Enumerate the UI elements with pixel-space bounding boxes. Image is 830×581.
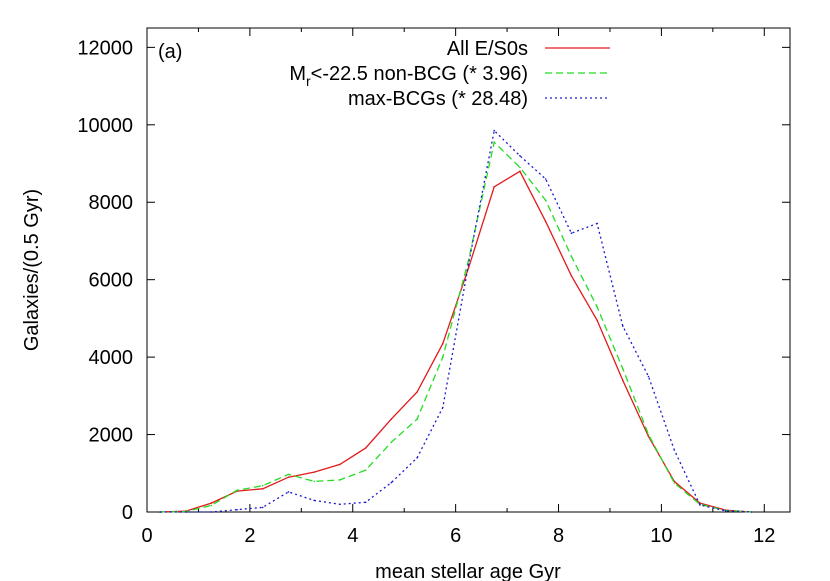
x-tick-label: 4 bbox=[347, 525, 358, 547]
series-lines bbox=[159, 129, 753, 513]
series-0-point bbox=[544, 220, 547, 223]
series-1-point bbox=[673, 482, 676, 484]
series-0-point bbox=[442, 342, 444, 345]
legend-main-text: max-BCGs (* 28.48) bbox=[348, 88, 528, 110]
y-tick-label: 4000 bbox=[89, 347, 134, 369]
series-2-point bbox=[493, 129, 496, 132]
series-2-point bbox=[390, 481, 393, 484]
series-2-point bbox=[184, 511, 187, 513]
series-line-2 bbox=[159, 129, 752, 513]
series-2-point bbox=[622, 325, 624, 327]
series-2-point bbox=[724, 510, 727, 512]
series-1-point bbox=[313, 480, 316, 483]
series-0-point bbox=[390, 418, 393, 420]
series-1-point bbox=[647, 433, 650, 436]
series-0-point bbox=[339, 463, 341, 466]
series-line-1 bbox=[159, 140, 752, 513]
series-0-point bbox=[261, 488, 264, 490]
series-1-point bbox=[287, 473, 290, 476]
y-tick-label: 6000 bbox=[89, 270, 134, 292]
series-0-point bbox=[570, 275, 573, 277]
legend-subscript: r bbox=[306, 73, 311, 89]
x-tick-label: 0 bbox=[141, 525, 152, 547]
y-tick-label: 0 bbox=[122, 502, 133, 524]
panel-label: (a) bbox=[158, 41, 182, 63]
series-0-point bbox=[647, 435, 650, 438]
legend-entry-label: All E/S0s bbox=[447, 38, 528, 60]
series-2-point bbox=[210, 511, 213, 513]
x-tick-label: 6 bbox=[450, 525, 461, 547]
series-2-point bbox=[596, 222, 598, 225]
series-0-point bbox=[313, 471, 316, 473]
series-1-point bbox=[261, 484, 264, 487]
series-0-point bbox=[596, 319, 598, 322]
series-2-point bbox=[699, 504, 701, 506]
y-tick-label: 8000 bbox=[89, 192, 134, 214]
series-1-point bbox=[570, 255, 573, 258]
series-2-point bbox=[364, 501, 367, 504]
series-2-point bbox=[519, 155, 521, 157]
series-1-point bbox=[210, 504, 213, 507]
series-2-point bbox=[339, 503, 341, 506]
series-2-point bbox=[673, 449, 676, 451]
series-2-point bbox=[313, 499, 316, 502]
series-line-0 bbox=[159, 170, 752, 513]
plot-frame bbox=[146, 27, 791, 513]
series-1-point bbox=[442, 356, 444, 358]
series-0-point bbox=[210, 502, 213, 504]
series-2-point bbox=[647, 375, 650, 378]
y-tick-label: 12000 bbox=[77, 37, 133, 59]
series-0-point bbox=[519, 170, 521, 173]
legend-entry-label: Mr<-22.5 non-BCG (* 3.96) bbox=[289, 63, 528, 89]
series-2-point bbox=[442, 406, 444, 409]
series-0-point bbox=[622, 379, 624, 382]
axis-ticks: 0 2 4 6 8 10 12 0 2000 4000 6000 8000 10000 12000 bbox=[77, 28, 790, 547]
series-2-point bbox=[287, 491, 290, 493]
series-0-point bbox=[416, 391, 418, 393]
x-tick-label: 2 bbox=[244, 525, 255, 547]
series-1-point bbox=[339, 479, 341, 481]
series-0-point bbox=[467, 267, 470, 269]
series-0-point bbox=[364, 447, 367, 449]
series-1-point bbox=[544, 199, 547, 202]
legend-main-text: All E/S0s bbox=[447, 38, 528, 60]
series-1-point bbox=[519, 166, 521, 169]
y-tick-label: 10000 bbox=[77, 115, 133, 137]
series-2-point bbox=[159, 511, 161, 513]
series-1-point bbox=[390, 441, 393, 444]
legend-main-text: M bbox=[289, 63, 306, 85]
series-1-point bbox=[236, 489, 238, 492]
x-tick-label: 12 bbox=[753, 525, 775, 547]
series-0-point bbox=[287, 476, 290, 479]
series-2-point bbox=[236, 508, 238, 511]
series-2-point bbox=[570, 232, 573, 234]
series-2-point bbox=[261, 506, 264, 509]
x-tick-label: 10 bbox=[650, 525, 672, 547]
series-1-point bbox=[493, 141, 496, 143]
legend-entry-label: max-BCGs (* 28.48) bbox=[348, 88, 528, 110]
series-2-point bbox=[467, 263, 470, 266]
series-2-point bbox=[750, 511, 753, 513]
legend-suffix-text: <-22.5 non-BCG (* 3.96) bbox=[311, 63, 528, 85]
series-1-point bbox=[416, 418, 418, 420]
series-2-point bbox=[416, 457, 418, 459]
x-tick-label: 8 bbox=[553, 525, 564, 547]
series-0-point bbox=[493, 186, 496, 188]
series-1-point bbox=[364, 469, 367, 472]
series-1-point bbox=[622, 367, 624, 370]
y-axis-title: Galaxies/(0.5 Gyr) bbox=[21, 189, 43, 351]
y-tick-label: 2000 bbox=[89, 425, 134, 447]
x-axis-title: mean stellar age Gyr bbox=[375, 561, 561, 581]
series-1-point bbox=[596, 306, 598, 308]
series-2-point bbox=[544, 178, 547, 180]
